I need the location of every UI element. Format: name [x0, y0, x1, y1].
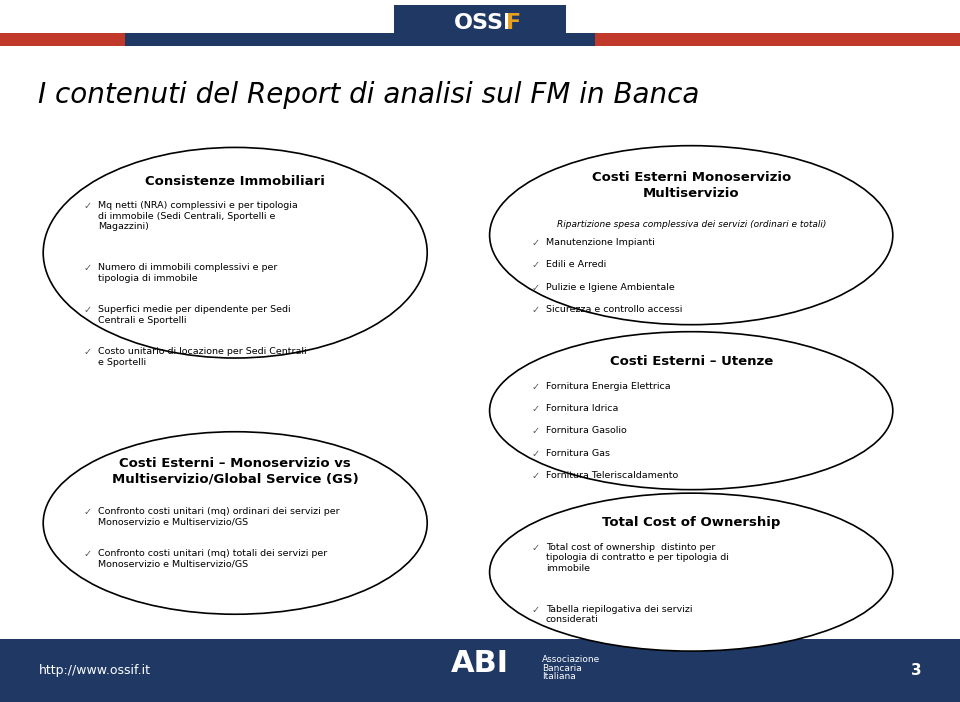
Text: Associazione: Associazione: [542, 656, 601, 664]
Text: ✓: ✓: [532, 472, 540, 482]
Text: Italiana: Italiana: [542, 673, 576, 681]
Text: 3: 3: [911, 663, 922, 678]
Text: Manutenzione Impianti: Manutenzione Impianti: [546, 238, 655, 247]
Text: ✓: ✓: [84, 507, 91, 517]
Text: ✓: ✓: [84, 347, 91, 357]
Text: Costi Esterni – Monoservizio vs
Multiservizio/Global Service (GS): Costi Esterni – Monoservizio vs Multiser…: [111, 457, 359, 486]
Text: Costo unitario di locazione per Sedi Centrali
e Sportelli: Costo unitario di locazione per Sedi Cen…: [98, 347, 306, 367]
Text: Bancaria: Bancaria: [542, 664, 582, 673]
Text: Fornitura Gas: Fornitura Gas: [546, 449, 610, 458]
Text: ✓: ✓: [532, 543, 540, 553]
Text: I contenuti del Report di analisi sul FM in Banca: I contenuti del Report di analisi sul FM…: [38, 81, 700, 109]
Text: Pulizie e Igiene Ambientale: Pulizie e Igiene Ambientale: [546, 283, 675, 292]
Ellipse shape: [490, 331, 893, 490]
Text: ✓: ✓: [532, 283, 540, 293]
FancyBboxPatch shape: [595, 33, 960, 46]
FancyBboxPatch shape: [0, 33, 125, 46]
Text: OSSI: OSSI: [454, 13, 513, 33]
Text: http://www.ossif.it: http://www.ossif.it: [38, 664, 151, 677]
Text: ✓: ✓: [532, 427, 540, 437]
Text: ✓: ✓: [532, 382, 540, 392]
FancyBboxPatch shape: [0, 639, 960, 702]
Text: F: F: [506, 13, 521, 33]
Text: Edili e Arredi: Edili e Arredi: [546, 260, 606, 270]
FancyBboxPatch shape: [394, 5, 566, 44]
Text: Consistenze Immobiliari: Consistenze Immobiliari: [145, 175, 325, 188]
Text: ✓: ✓: [532, 404, 540, 414]
Text: ✓: ✓: [84, 201, 91, 211]
Text: ✓: ✓: [532, 605, 540, 615]
Text: Sicurezza e controllo accessi: Sicurezza e controllo accessi: [546, 305, 683, 314]
Text: ✓: ✓: [84, 305, 91, 315]
Text: ✓: ✓: [84, 263, 91, 273]
Text: Confronto costi unitari (mq) ordinari dei servizi per
Monoservizio e Multiserviz: Confronto costi unitari (mq) ordinari de…: [98, 507, 340, 526]
Text: Fornitura Teleriscaldamento: Fornitura Teleriscaldamento: [546, 472, 678, 480]
Ellipse shape: [490, 493, 893, 651]
Text: Fornitura Energia Elettrica: Fornitura Energia Elettrica: [546, 382, 670, 390]
Text: ABI: ABI: [451, 649, 509, 678]
Text: Total cost of ownership  distinto per
tipologia di contratto e per tipologia di
: Total cost of ownership distinto per tip…: [546, 543, 729, 573]
Text: Confronto costi unitari (mq) totali dei servizi per
Monoservizio e Multiservizio: Confronto costi unitari (mq) totali dei …: [98, 549, 327, 568]
Text: Tabella riepilogativa dei servizi
considerati: Tabella riepilogativa dei servizi consid…: [546, 605, 692, 624]
Text: ✓: ✓: [84, 549, 91, 559]
Ellipse shape: [43, 147, 427, 358]
Ellipse shape: [43, 432, 427, 614]
FancyBboxPatch shape: [0, 33, 960, 46]
Text: Total Cost of Ownership: Total Cost of Ownership: [602, 517, 780, 529]
Text: Superfici medie per dipendente per Sedi
Centrali e Sportelli: Superfici medie per dipendente per Sedi …: [98, 305, 291, 325]
Text: ✓: ✓: [532, 260, 540, 270]
Text: Numero di immobili complessivi e per
tipologia di immobile: Numero di immobili complessivi e per tip…: [98, 263, 277, 283]
Text: Mq netti (NRA) complessivi e per tipologia
di immobile (Sedi Centrali, Sportelli: Mq netti (NRA) complessivi e per tipolog…: [98, 201, 298, 231]
Ellipse shape: [490, 145, 893, 324]
Text: ✓: ✓: [532, 449, 540, 459]
Text: Costi Esterni Monoservizio
Multiservizio: Costi Esterni Monoservizio Multiservizio: [591, 171, 791, 199]
Text: Fornitura Idrica: Fornitura Idrica: [546, 404, 618, 413]
Text: ✓: ✓: [532, 238, 540, 248]
Text: ✓: ✓: [532, 305, 540, 315]
Text: Ripartizione spesa complessiva dei servizi (ordinari e totali): Ripartizione spesa complessiva dei servi…: [557, 220, 826, 230]
Text: Costi Esterni – Utenze: Costi Esterni – Utenze: [610, 355, 773, 368]
Text: Fornitura Gasolio: Fornitura Gasolio: [546, 427, 627, 435]
